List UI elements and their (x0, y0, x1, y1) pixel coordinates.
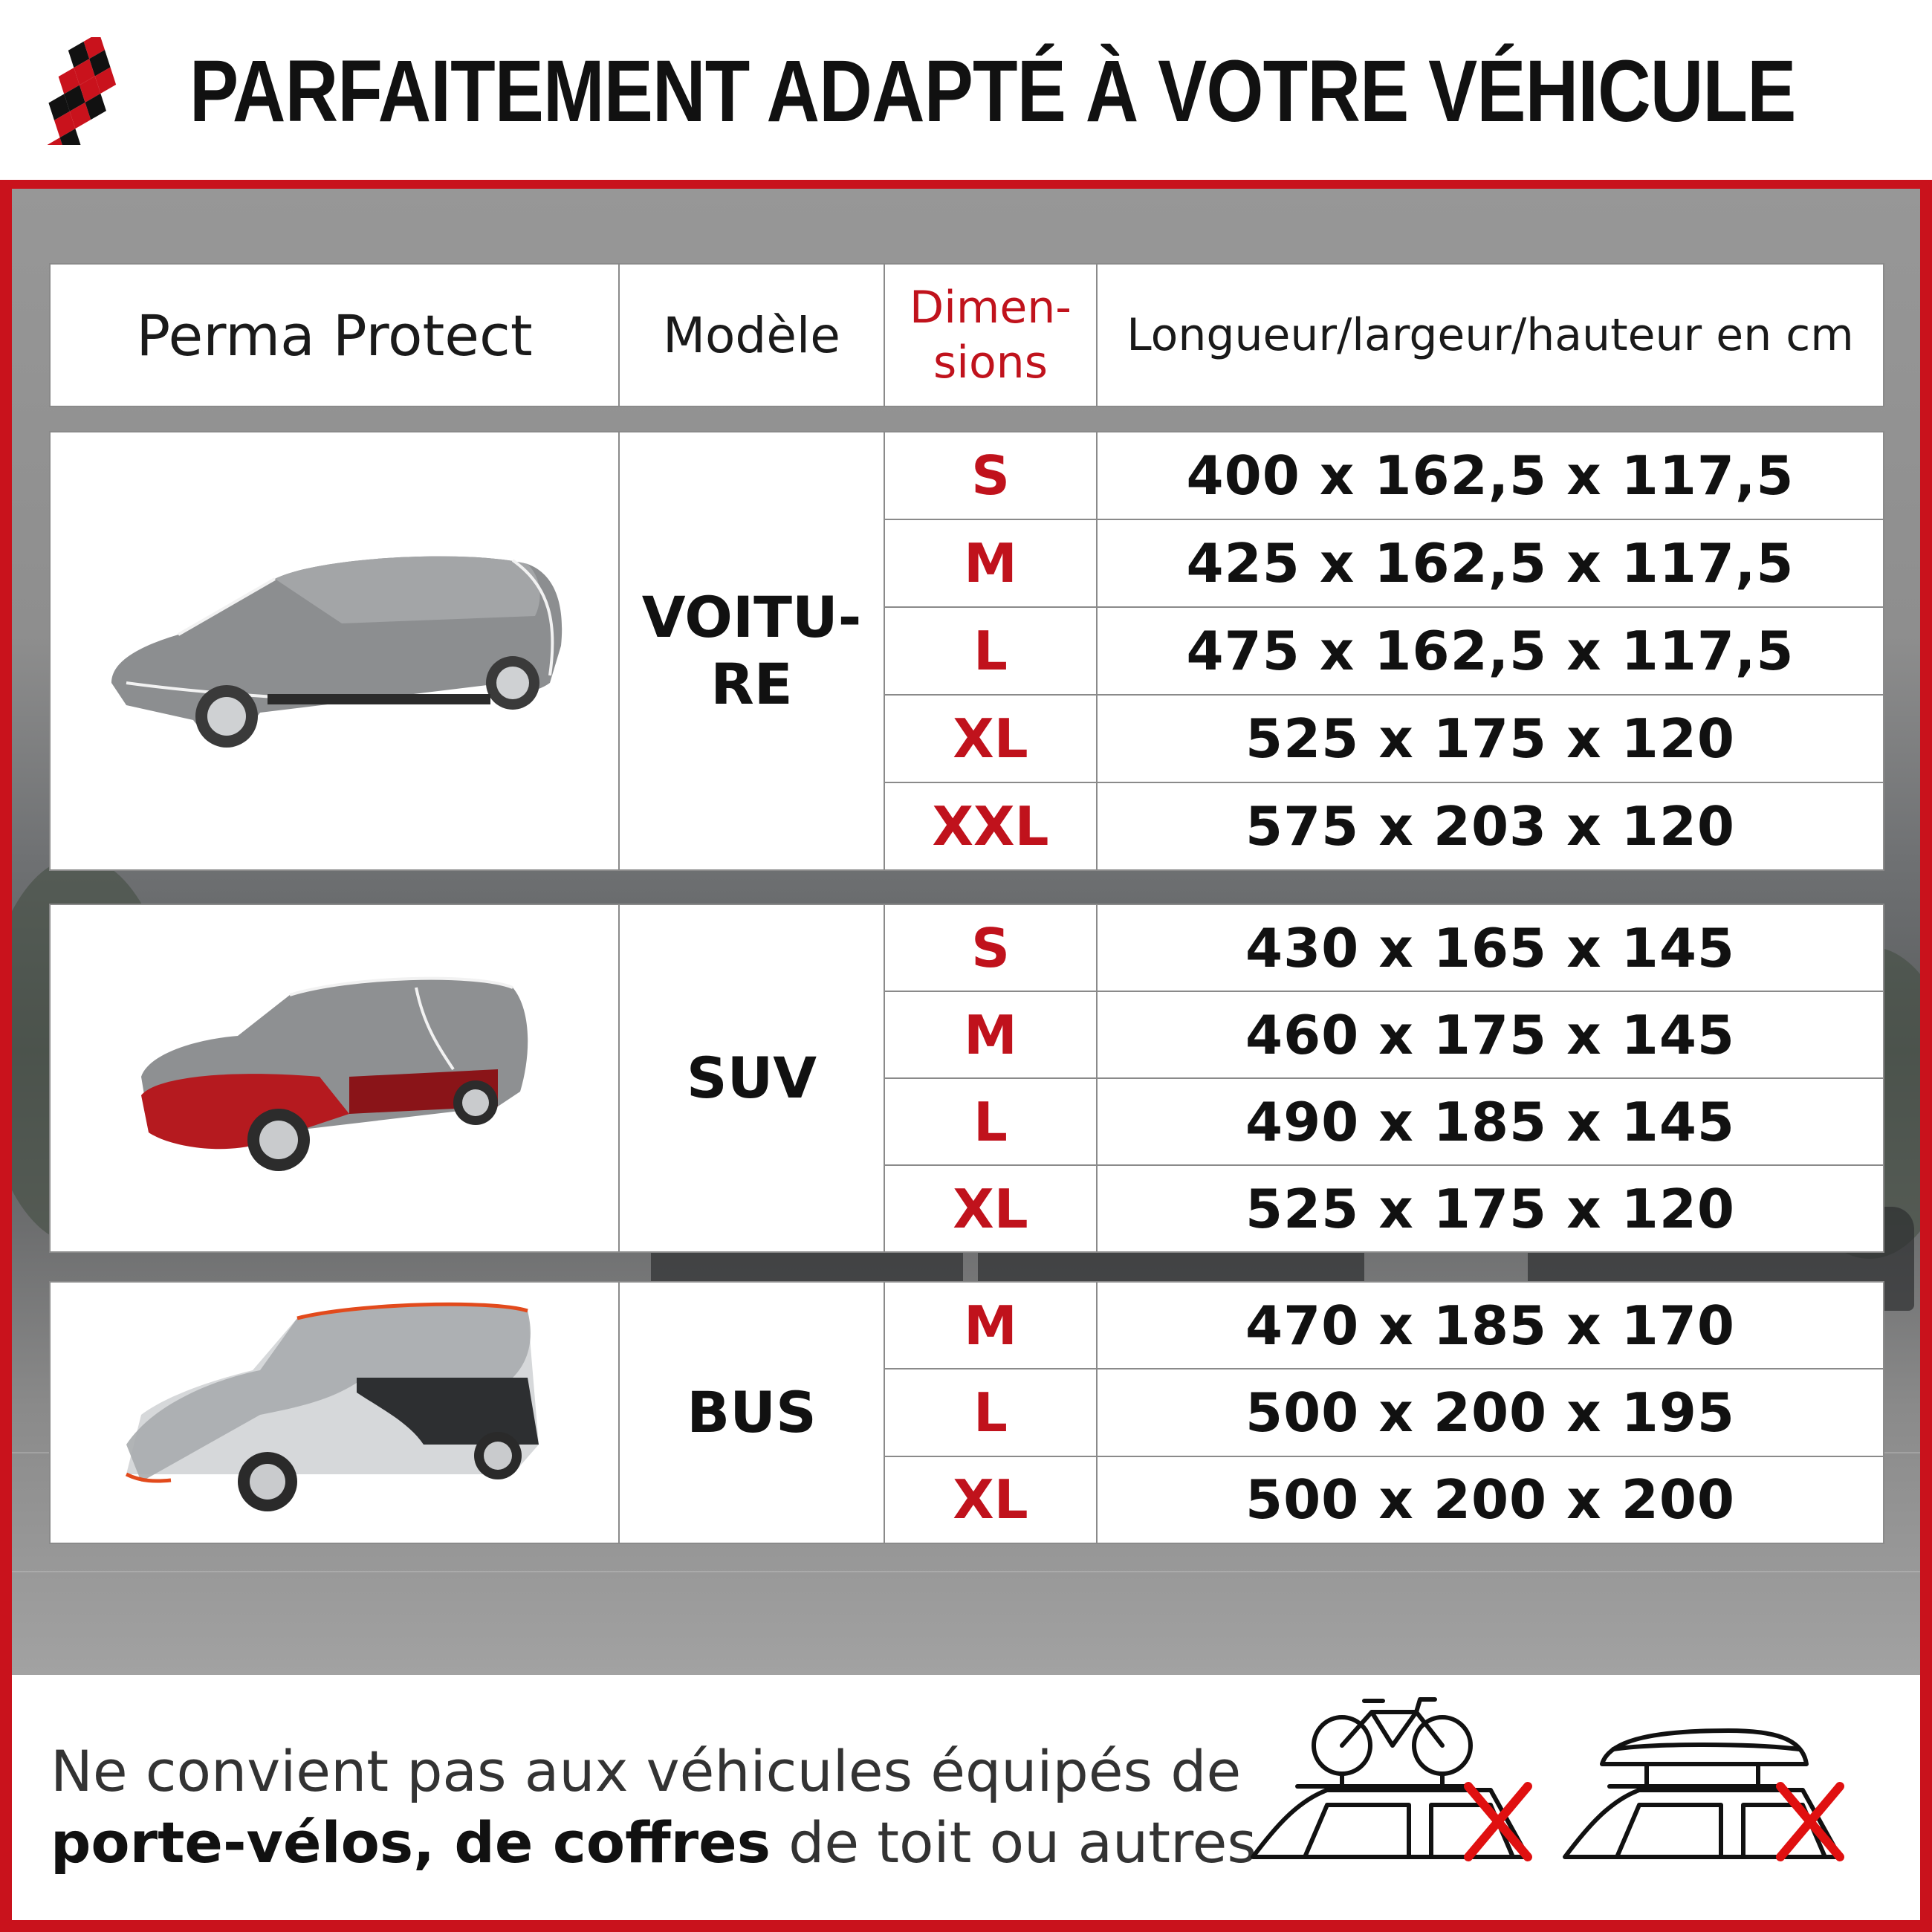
model-name: BUS (618, 1281, 885, 1544)
dimension-value: 400 x 162,5 x 117,5 (1096, 431, 1884, 520)
section-voiture: VOITU- RE S 400 x 162,5 x 117,5 M 425 x … (49, 431, 1884, 871)
size-label: L (884, 1077, 1098, 1166)
suv-with-cover (141, 976, 528, 1171)
roof-box-crossed-icon (1563, 1728, 1844, 1861)
dimension-value: 460 x 175 x 145 (1096, 991, 1884, 1079)
size-label: M (884, 1280, 1098, 1370)
size-label: XXL (884, 782, 1098, 871)
model-name: VOITU- RE (618, 431, 885, 871)
note-text-bold: porte-vélos, de coffres (51, 1809, 771, 1876)
header: PARFAITEMENT ADAPTÉ À VOTRE VÉHICULE (0, 0, 1932, 180)
size-label: S (884, 904, 1098, 992)
note-text-2: de toit ou autres (770, 1809, 1257, 1876)
pavement-line (12, 1571, 1920, 1572)
van-image (49, 1281, 620, 1544)
size-table-frame: Perma Protect Modèle Dimen- sions Longue… (0, 180, 1932, 1932)
car-hatchback-image (49, 431, 620, 871)
dimension-value: 470 x 185 x 170 (1096, 1280, 1884, 1370)
size-label: XL (884, 1455, 1098, 1545)
model-name: SUV (618, 904, 885, 1253)
compatibility-note: Ne convient pas aux véhicules équipés de… (51, 1736, 1269, 1878)
model-name-line2: RE (710, 651, 793, 717)
size-label: L (884, 606, 1098, 696)
dimension-value: 500 x 200 x 195 (1096, 1368, 1884, 1457)
checkered-flag-icon (44, 37, 117, 145)
suv-image (49, 904, 620, 1253)
car-hatchback-with-cover (111, 556, 563, 748)
dimension-value: 525 x 175 x 120 (1096, 1164, 1884, 1253)
dimension-value: 490 x 185 x 145 (1096, 1077, 1884, 1166)
dimension-value: 525 x 175 x 120 (1096, 694, 1884, 783)
dimension-value: 475 x 162,5 x 117,5 (1096, 606, 1884, 696)
dimensions-header-line2: sions (933, 337, 1048, 389)
measure-header: Longueur/largeur/hauteur en cm (1096, 263, 1884, 407)
dimension-value: 425 x 162,5 x 117,5 (1096, 519, 1884, 608)
section-bus: BUS M 470 x 185 x 170 L 500 x 200 x 195 … (49, 1280, 1884, 1545)
page-title: PARFAITEMENT ADAPTÉ À VOTRE VÉHICULE (189, 42, 1796, 140)
product-name: Perma Protect (49, 263, 620, 407)
dimensions-header: Dimen- sions (884, 263, 1098, 407)
model-header: Modèle (618, 263, 885, 407)
size-label: M (884, 991, 1098, 1079)
dimension-value: 500 x 200 x 200 (1096, 1455, 1884, 1545)
dimension-value: 430 x 165 x 145 (1096, 904, 1884, 992)
column-header-table: Perma Protect Modèle Dimen- sions Longue… (49, 263, 1884, 407)
bike-rack-crossed-icon (1251, 1697, 1532, 1861)
note-text-1: Ne convient pas aux véhicules équipés de (51, 1738, 1242, 1804)
footer-note-area: Ne convient pas aux véhicules équipés de… (12, 1675, 1920, 1920)
size-label: L (884, 1368, 1098, 1457)
size-label: M (884, 519, 1098, 608)
section-suv: SUV S 430 x 165 x 145 M 460 x 175 x 145 … (49, 904, 1884, 1253)
model-name-line1: VOITU- (641, 584, 862, 650)
van-with-cover (125, 1302, 539, 1511)
size-label: XL (884, 694, 1098, 783)
size-label: XL (884, 1164, 1098, 1253)
dimensions-header-line1: Dimen- (910, 282, 1072, 334)
dimension-value: 575 x 203 x 120 (1096, 782, 1884, 871)
size-label: S (884, 431, 1098, 520)
